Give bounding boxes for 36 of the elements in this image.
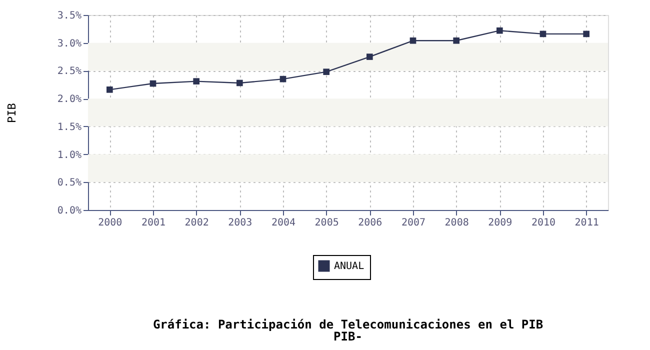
y-tick-label: 0.5% xyxy=(57,178,82,189)
point xyxy=(410,37,416,44)
x-tick-label: 2002 xyxy=(184,218,209,228)
y-tick-label: 1.0% xyxy=(57,150,82,161)
y-tick-label: 3.5% xyxy=(57,10,82,22)
point xyxy=(236,80,243,86)
y-tick-label: 2.0% xyxy=(57,94,82,106)
point xyxy=(583,30,590,38)
x-tick-label: 2004 xyxy=(271,218,296,228)
y-tick-label: 3.0% xyxy=(57,38,82,50)
text: Gráfica: Participación de Telecomunicaciones en el PIB xyxy=(152,318,544,332)
point xyxy=(280,76,286,82)
point xyxy=(106,86,113,93)
point xyxy=(496,27,503,34)
point xyxy=(150,80,156,87)
point xyxy=(540,30,546,38)
y-tick-label: 2.5% xyxy=(57,66,82,78)
point xyxy=(323,68,330,75)
x-tick-label: 2008 xyxy=(444,218,469,228)
text: PIB- xyxy=(334,330,362,344)
x-tick-label: 2001 xyxy=(141,218,166,228)
x-tick-label: 2007 xyxy=(401,218,426,228)
x-tick-label: 2009 xyxy=(488,218,512,228)
x-tick-label: 2011 xyxy=(574,218,599,228)
y-axis-title: PIB xyxy=(5,102,18,123)
x-tick-label: 2003 xyxy=(228,218,252,228)
x-tick-label: 2006 xyxy=(358,218,382,228)
x-tick-label: 2010 xyxy=(531,218,556,228)
x-tick-label: 2005 xyxy=(314,218,339,228)
y-tick-label: 0.0% xyxy=(57,206,82,216)
x-tick-label: 2000 xyxy=(98,218,122,228)
point xyxy=(193,78,200,84)
point xyxy=(453,37,460,44)
legend-label: ANUAL xyxy=(334,261,364,272)
y-tick-label: 1.5% xyxy=(57,122,82,133)
point xyxy=(366,54,373,60)
